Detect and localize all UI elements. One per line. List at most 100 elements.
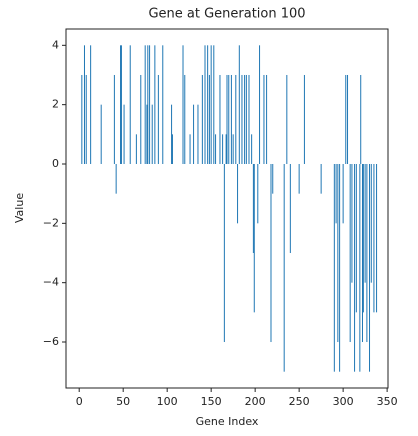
x-tick-label: 50 <box>116 395 130 408</box>
bar <box>253 163 255 313</box>
bar <box>184 74 186 164</box>
y-tick-label: 4 <box>52 38 59 51</box>
x-tick-label: 150 <box>201 395 222 408</box>
bar <box>151 104 153 164</box>
bar <box>81 74 83 164</box>
bar <box>289 163 291 254</box>
bar <box>369 163 371 372</box>
bar <box>90 45 92 164</box>
bar <box>237 163 239 224</box>
bar <box>245 74 247 164</box>
bar <box>347 74 349 164</box>
bar <box>189 134 191 164</box>
x-tick-label: 200 <box>245 395 266 408</box>
bar <box>207 45 209 164</box>
bar <box>215 134 217 164</box>
bar <box>266 74 268 164</box>
bar <box>355 163 357 313</box>
bar <box>222 134 224 164</box>
bar <box>232 134 234 164</box>
bar <box>182 45 184 164</box>
bar <box>223 163 225 343</box>
bar <box>226 74 228 164</box>
bar <box>263 74 265 164</box>
bar <box>123 104 125 164</box>
bar <box>370 163 372 283</box>
y-tick-label: −6 <box>43 335 59 348</box>
bar <box>359 163 361 372</box>
bar <box>362 163 364 313</box>
bar <box>204 45 206 164</box>
bar <box>286 74 288 164</box>
bar <box>208 74 210 164</box>
bar <box>210 45 212 164</box>
bar <box>213 45 215 164</box>
bar <box>259 45 261 164</box>
bar <box>197 104 199 164</box>
bar <box>376 163 378 313</box>
bar <box>113 74 115 164</box>
bar <box>349 163 351 343</box>
bar <box>257 163 259 224</box>
bar <box>83 45 85 164</box>
bar <box>129 45 131 164</box>
y-tick-label: 0 <box>52 157 59 170</box>
bar <box>364 163 366 283</box>
bar <box>100 104 102 164</box>
bar <box>146 104 148 164</box>
bar <box>320 163 322 194</box>
bar <box>120 45 122 164</box>
bar <box>147 45 149 164</box>
bar <box>225 134 227 164</box>
bar <box>85 74 87 164</box>
bar <box>252 163 254 254</box>
bar <box>345 74 347 164</box>
bar <box>154 45 156 164</box>
x-tick-label: 350 <box>377 395 398 408</box>
bar <box>115 163 117 194</box>
x-tick-label: 250 <box>289 395 310 408</box>
bar <box>248 74 250 164</box>
bar <box>360 74 362 164</box>
bar <box>361 163 363 343</box>
bar <box>283 163 285 372</box>
bar <box>149 45 151 164</box>
x-tick-label: 100 <box>157 395 178 408</box>
bar <box>337 163 339 343</box>
bar <box>140 74 142 164</box>
bar <box>228 74 230 164</box>
bar <box>303 74 305 164</box>
bar <box>162 45 164 164</box>
bar <box>241 74 243 164</box>
bar <box>230 74 232 164</box>
y-axis-label: Value <box>13 193 26 223</box>
bar <box>270 163 272 343</box>
bar <box>120 45 122 164</box>
y-tick-label: −2 <box>43 216 59 229</box>
bar <box>235 74 237 164</box>
bar <box>335 163 337 224</box>
bar <box>339 163 341 372</box>
x-tick-label: 0 <box>76 395 83 408</box>
bar <box>244 74 246 164</box>
bar <box>342 163 344 224</box>
x-tick-label: 300 <box>333 395 354 408</box>
bar <box>135 134 137 164</box>
bar <box>157 74 159 164</box>
bar <box>251 134 253 164</box>
bar <box>354 163 356 372</box>
bar <box>201 74 203 164</box>
bar <box>171 134 173 164</box>
x-axis-label: Gene Index <box>196 415 259 428</box>
bar <box>144 45 146 164</box>
plot-frame <box>65 28 389 389</box>
bar <box>351 163 353 283</box>
bar <box>171 104 173 164</box>
y-tick-label: 2 <box>52 98 59 111</box>
bar <box>298 163 300 194</box>
chart-title: Gene at Generation 100 <box>148 7 305 22</box>
y-tick-label: −4 <box>43 276 59 289</box>
bar <box>272 163 274 194</box>
bar <box>193 104 195 164</box>
